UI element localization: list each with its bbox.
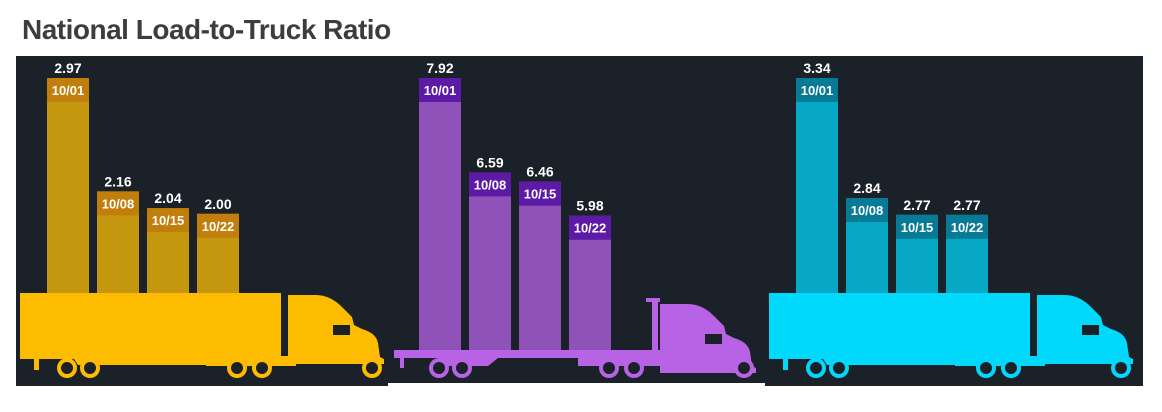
value-label: 2.00 [204, 196, 231, 212]
wheel-hub [256, 362, 268, 374]
cab-window [333, 325, 350, 335]
bar [469, 172, 511, 350]
date-band [419, 78, 461, 102]
value-label: 2.77 [953, 197, 980, 213]
bar [419, 78, 461, 350]
value-label: 6.59 [476, 154, 503, 170]
date-band [197, 213, 239, 238]
wheel-hub [366, 362, 378, 374]
panel-1: 10/01 2.97 10/08 2.16 10/15 2.04 10/22 2.00 [16, 56, 388, 386]
wheel-hub [738, 362, 750, 374]
date-band [147, 208, 189, 233]
date-label: 10/15 [152, 213, 185, 228]
flatbed-deck [394, 350, 660, 358]
date-band [519, 181, 561, 206]
panel-3: 10/01 3.34 10/08 2.84 10/15 2.77 10/22 2.77 [765, 56, 1143, 386]
date-band [569, 215, 611, 240]
wheel-hub [628, 362, 640, 374]
date-label: 10/01 [801, 83, 834, 98]
date-label: 10/22 [202, 219, 235, 234]
wheel-hub [980, 362, 992, 374]
wheel-hub [1115, 362, 1127, 374]
wheel-hub [231, 362, 243, 374]
chassis [578, 356, 670, 366]
wheel-hub [84, 362, 96, 374]
headboard-top [646, 298, 660, 302]
chassis [955, 356, 1045, 366]
cab-window [1082, 325, 1099, 335]
cab-window [705, 334, 722, 344]
value-label: 2.04 [154, 190, 181, 206]
chart-title: National Load-to-Truck Ratio [22, 14, 391, 45]
date-label: 10/08 [474, 177, 507, 192]
bar [47, 78, 89, 294]
trailer [769, 293, 1030, 365]
wheel-hub [61, 362, 73, 374]
date-band [946, 214, 988, 239]
date-label: 10/01 [424, 83, 457, 98]
date-band [469, 172, 511, 197]
wheel-hub [833, 362, 845, 374]
date-label: 10/15 [901, 220, 934, 235]
chart-svg-1: 10/01 2.97 10/08 2.16 10/15 2.04 10/22 2.00 [20, 60, 384, 378]
date-band [97, 191, 139, 216]
value-label: 2.84 [853, 180, 880, 196]
wheel-hub [1005, 362, 1017, 374]
value-label: 2.77 [903, 197, 930, 213]
date-label: 10/22 [951, 220, 984, 235]
trailer [20, 293, 281, 365]
value-label: 3.34 [803, 60, 830, 76]
bar [519, 181, 561, 350]
bar [796, 78, 838, 294]
date-band [846, 198, 888, 222]
chassis [206, 356, 296, 366]
date-label: 10/15 [524, 187, 557, 202]
date-band [796, 78, 838, 102]
wheel-hub [456, 362, 468, 374]
panel-2: 10/01 7.92 10/08 6.59 10/15 6.46 10/22 5.98 [388, 56, 765, 383]
value-label: 2.16 [104, 173, 131, 189]
value-label: 7.92 [426, 60, 453, 76]
date-label: 10/01 [52, 83, 85, 98]
chart-svg-3: 10/01 3.34 10/08 2.84 10/15 2.77 10/22 2.77 [769, 60, 1133, 378]
wheel-hub [433, 362, 445, 374]
value-label: 2.97 [54, 60, 81, 76]
chart-svg-2: 10/01 7.92 10/08 6.59 10/15 6.46 10/22 5.98 [394, 60, 756, 378]
wheel-hub [603, 362, 615, 374]
wheel-hub [810, 362, 822, 374]
date-label: 10/08 [851, 203, 884, 218]
trailer-leg [400, 356, 404, 368]
date-label: 10/08 [102, 196, 135, 211]
value-label: 5.98 [576, 198, 603, 214]
headboard [652, 298, 658, 352]
trailer-leg [783, 356, 788, 370]
date-label: 10/22 [574, 221, 607, 236]
date-band [896, 214, 938, 239]
trailer-leg [34, 356, 39, 370]
value-label: 6.46 [526, 164, 553, 180]
date-band [47, 78, 89, 102]
